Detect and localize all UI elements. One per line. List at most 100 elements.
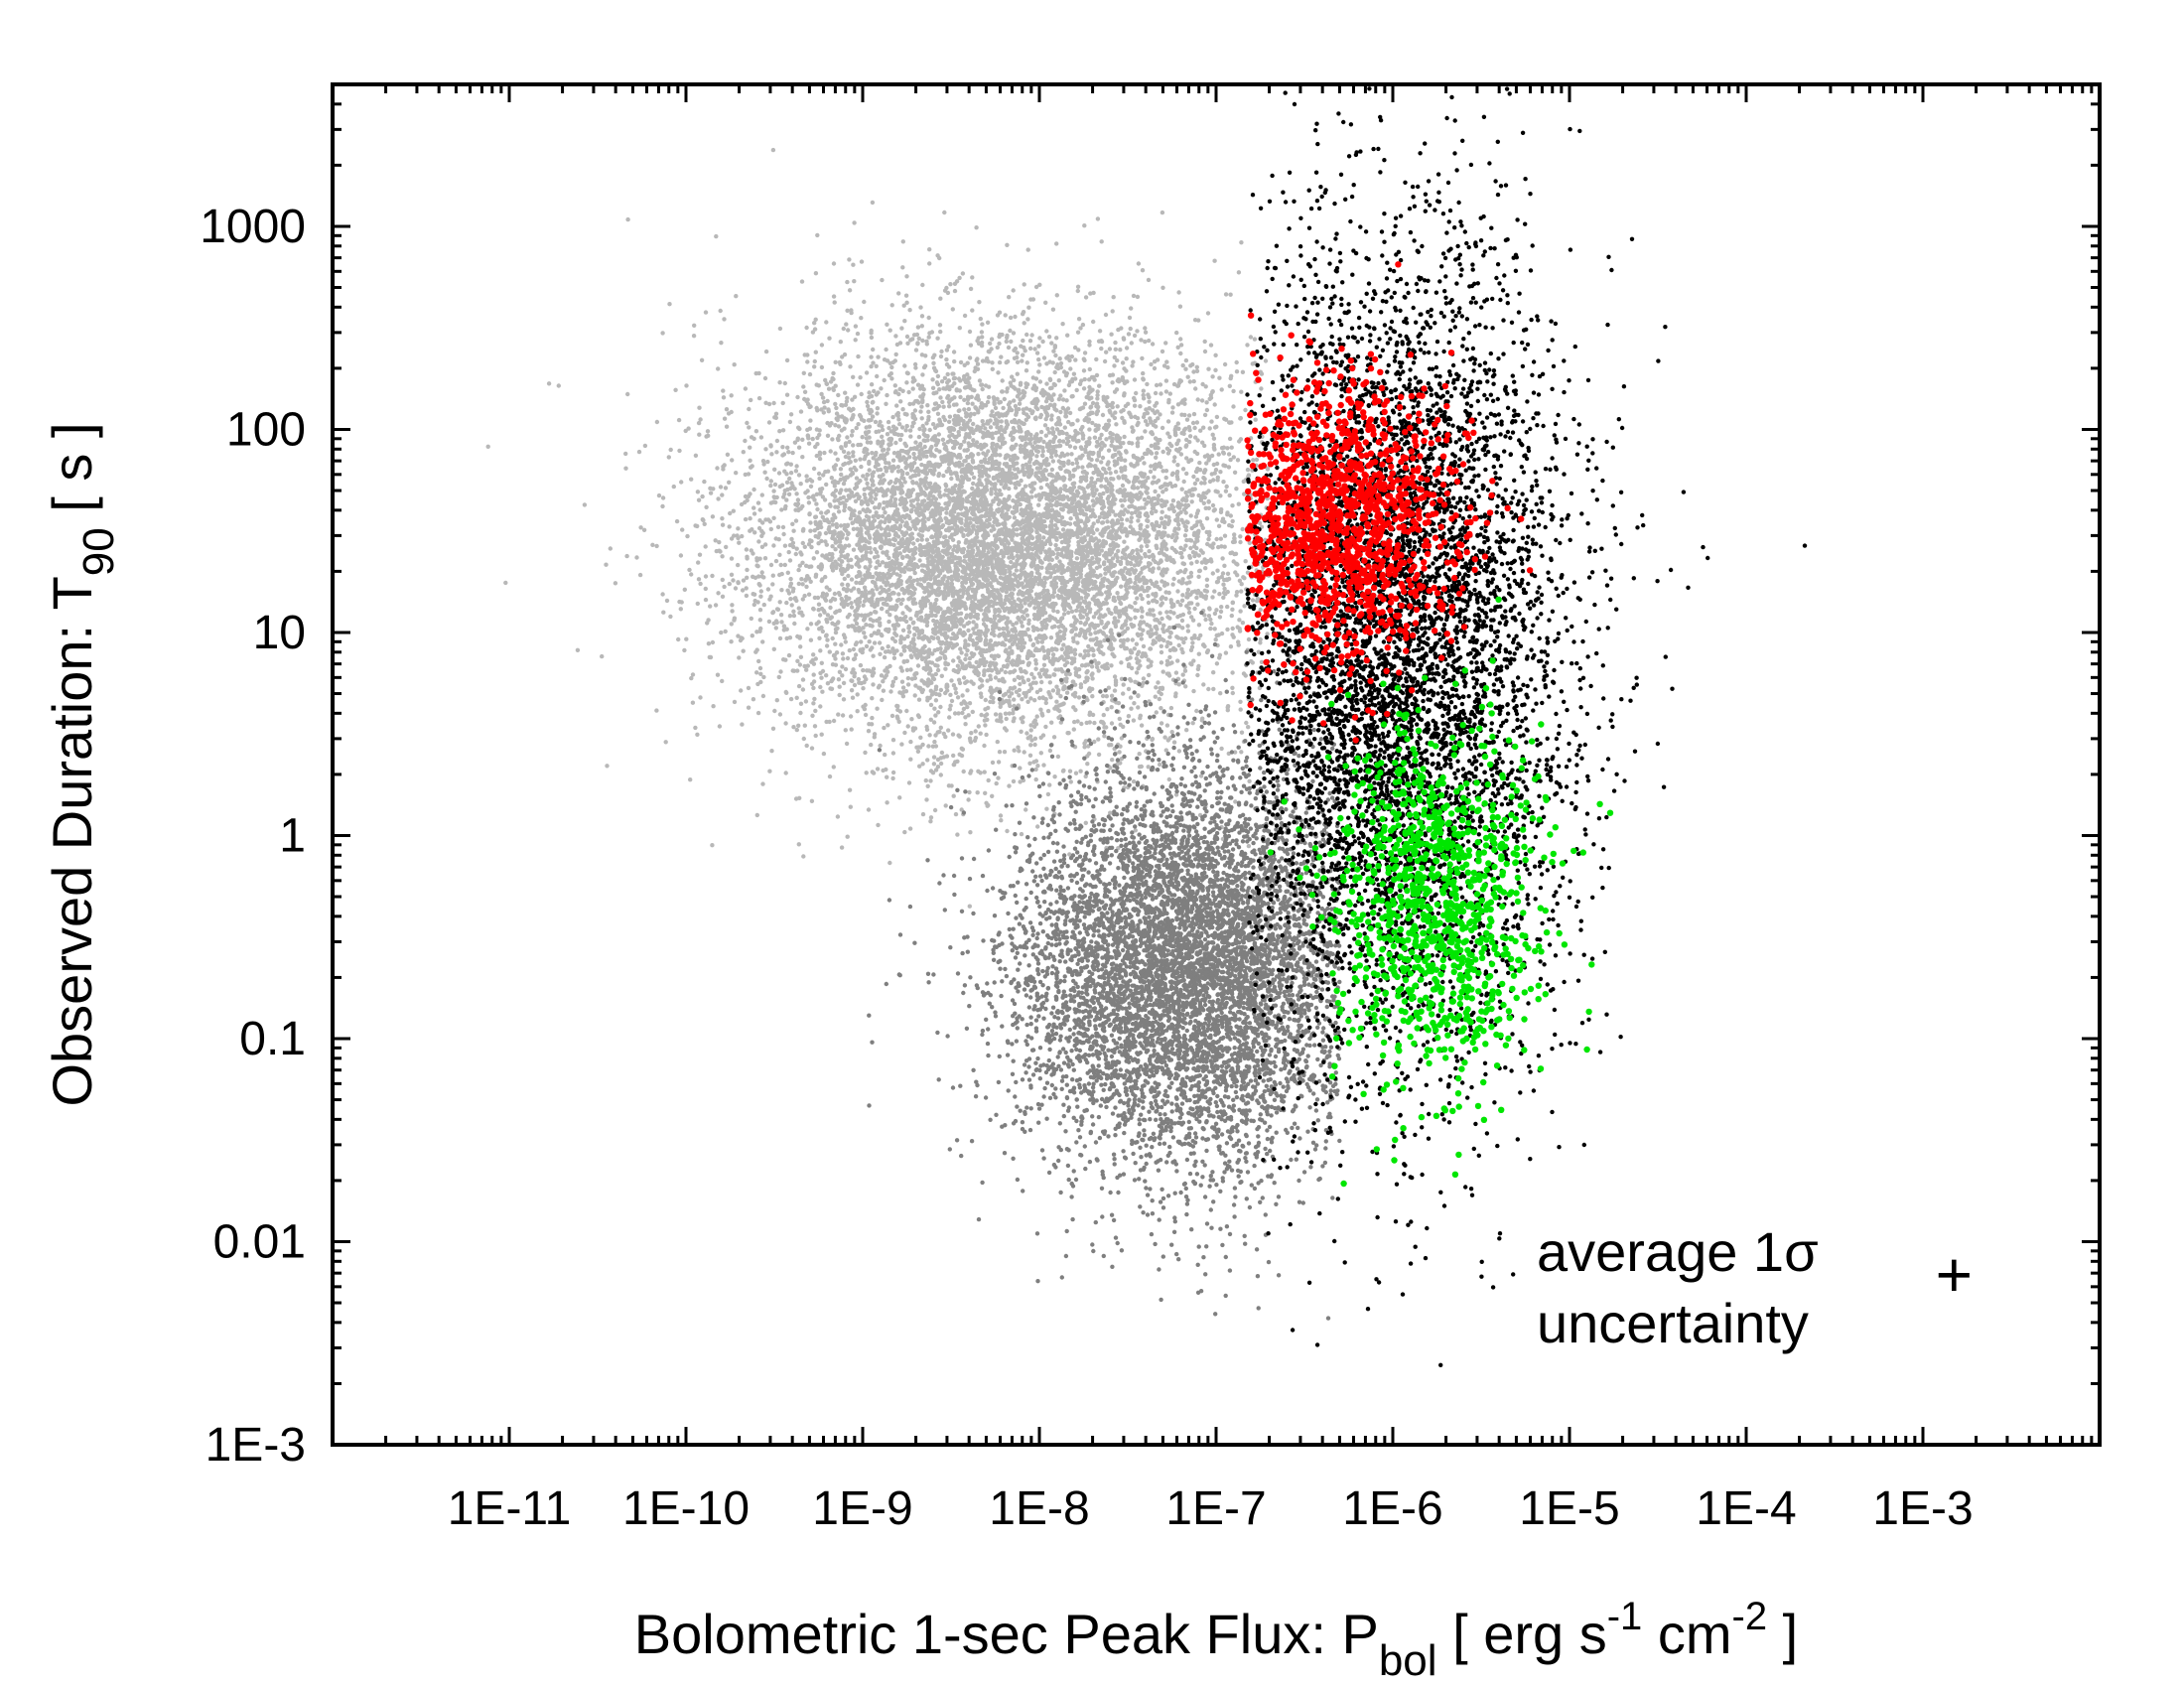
data-point: [687, 567, 692, 573]
data-point: [1053, 522, 1058, 528]
data-point: [1231, 404, 1236, 409]
data-point: [1136, 261, 1142, 266]
data-point: [1211, 436, 1217, 441]
data-point: [816, 471, 822, 477]
data-point: [1043, 700, 1049, 706]
data-point: [881, 679, 886, 684]
data-point: [940, 399, 945, 405]
data-point: [1071, 727, 1077, 732]
data-point: [995, 739, 1000, 745]
data-point: [680, 527, 685, 532]
data-point: [1200, 716, 1205, 721]
data-point: [902, 829, 907, 835]
data-point: [1181, 639, 1186, 645]
data-point: [806, 592, 812, 597]
data-point: [1142, 496, 1148, 502]
data-point: [1104, 694, 1110, 699]
data-point: [1237, 618, 1242, 623]
data-point: [1076, 317, 1082, 322]
data-point: [1122, 539, 1127, 544]
data-point: [1214, 608, 1219, 613]
data-point: [846, 328, 851, 333]
data-point: [740, 722, 745, 727]
data-point: [1175, 658, 1180, 663]
data-point: [819, 732, 824, 737]
data-point: [1146, 765, 1151, 770]
data-point: [934, 447, 939, 453]
data-point: [1160, 669, 1165, 674]
data-point: [1223, 650, 1229, 655]
data-point: [1226, 465, 1232, 470]
data-point: [822, 450, 827, 456]
data-point: [903, 293, 909, 298]
data-point: [1021, 352, 1025, 357]
data-point: [1149, 420, 1154, 425]
data-point: [1089, 476, 1094, 481]
data-point: [811, 672, 816, 677]
data-point: [1202, 477, 1207, 482]
data-point: [1175, 421, 1181, 426]
data-point: [503, 580, 508, 586]
data-point: [1161, 637, 1166, 643]
data-point: [796, 473, 802, 478]
data-point: [751, 505, 756, 510]
data-point: [689, 477, 694, 482]
data-point: [748, 516, 752, 521]
data-point: [727, 524, 732, 529]
data-point: [751, 697, 756, 702]
data-point: [1058, 506, 1064, 511]
data-point: [757, 583, 762, 588]
data-point: [925, 403, 930, 408]
data-point: [1113, 347, 1119, 352]
data-point: [1139, 632, 1145, 637]
data-point: [781, 531, 786, 537]
data-point: [971, 627, 976, 632]
data-point: [1146, 600, 1152, 606]
data-point: [1115, 558, 1121, 564]
data-point: [1105, 519, 1110, 524]
data-point: [838, 467, 844, 472]
data-point: [777, 600, 782, 605]
data-point: [1182, 533, 1188, 538]
data-point: [819, 391, 824, 397]
data-point: [996, 775, 1001, 780]
data-point: [849, 688, 855, 693]
data-point: [849, 601, 854, 606]
data-point: [1167, 441, 1172, 447]
data-point: [1034, 570, 1040, 575]
data-point: [1223, 489, 1229, 493]
data-point: [850, 520, 855, 525]
data-point: [1202, 412, 1208, 418]
data-point: [848, 714, 854, 719]
data-point: [897, 795, 902, 800]
data-point: [1180, 593, 1185, 598]
data-point: [1051, 381, 1057, 387]
data-point: [933, 698, 939, 703]
data-point: [1080, 433, 1086, 438]
data-point: [689, 572, 694, 577]
data-point: [833, 488, 839, 493]
data-point: [1179, 555, 1184, 560]
data-point: [953, 690, 959, 695]
data-point: [1049, 467, 1055, 473]
data-point: [880, 697, 885, 703]
data-point: [849, 605, 855, 610]
data-point: [1064, 398, 1069, 403]
data-point: [1021, 407, 1026, 412]
data-point: [836, 392, 841, 398]
data-point: [1112, 389, 1118, 394]
data-point: [851, 656, 857, 662]
data-point: [1027, 572, 1032, 577]
data-point: [1011, 778, 1017, 784]
data-point: [1080, 322, 1086, 328]
data-point: [801, 854, 806, 859]
data-point: [1022, 750, 1026, 755]
data-point: [650, 542, 655, 547]
data-point: [790, 521, 795, 526]
data-point: [1206, 686, 1211, 692]
data-point: [1193, 435, 1198, 440]
data-point: [1087, 366, 1093, 372]
data-point: [1139, 544, 1144, 549]
data-point: [1135, 632, 1141, 636]
data-point: [1205, 541, 1210, 547]
